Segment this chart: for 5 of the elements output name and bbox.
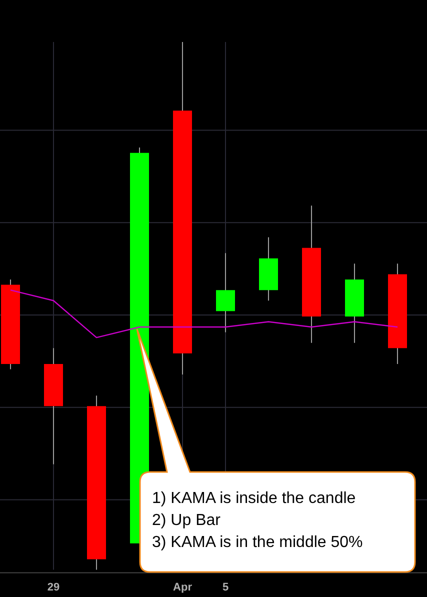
x-tick-label: 29 [47,581,60,594]
candlestick [216,252,235,333]
x-tick-label: 5 [222,581,229,594]
annotation: 1) KAMA is inside the candle 2) Up Bar 3) KAMA is in the middle 50% [152,489,363,553]
x-tick-label: Apr [173,581,193,594]
